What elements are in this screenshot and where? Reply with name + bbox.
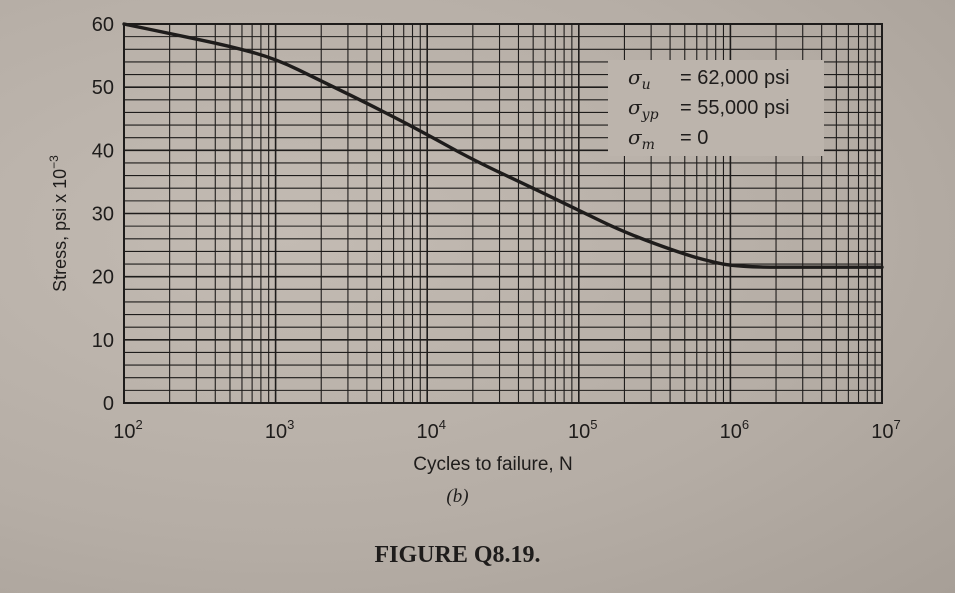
y-tick-label: 60 xyxy=(92,14,114,36)
y-tick-label: 10 xyxy=(92,330,114,352)
series-layer xyxy=(122,22,884,269)
subfigure-label: (b) xyxy=(446,486,469,507)
y-tick-label: 50 xyxy=(92,77,114,99)
annotation-m: σm = 0 xyxy=(628,125,708,153)
y-tick-label: 0 xyxy=(103,393,114,415)
y-tick-label: 40 xyxy=(92,140,114,162)
x-tick-label: 104 xyxy=(416,417,445,443)
x-tick-label: 107 xyxy=(871,417,900,443)
y-axis-label: Stress, psi x 10−3 xyxy=(47,155,70,292)
annotation-u: σu = 62,000 psi xyxy=(628,65,790,93)
x-tick-label: 105 xyxy=(568,417,597,443)
annotation-background xyxy=(608,60,824,156)
tick-labels: 0 10 20 30 40 50 60 102 103 104 105 106 107 xyxy=(92,14,901,443)
plot-border xyxy=(123,23,883,404)
axis-labels: Cycles to failure, N Stress, psi x 10−3 xyxy=(47,155,573,475)
x-tick-label: 102 xyxy=(113,417,142,443)
annotation-yp: σyp = 55,000 psi xyxy=(628,95,790,123)
x-tick-label: 106 xyxy=(720,417,749,443)
y-tick-label: 20 xyxy=(92,267,114,289)
y-tick-label: 30 xyxy=(92,204,114,226)
x-axis-label: Cycles to failure, N xyxy=(413,454,572,475)
plot-frame xyxy=(123,23,883,404)
x-tick-label: 103 xyxy=(265,417,294,443)
grid xyxy=(123,23,882,404)
series-line-0 xyxy=(122,22,884,269)
figure-title: FIGURE Q8.19. xyxy=(374,542,541,568)
